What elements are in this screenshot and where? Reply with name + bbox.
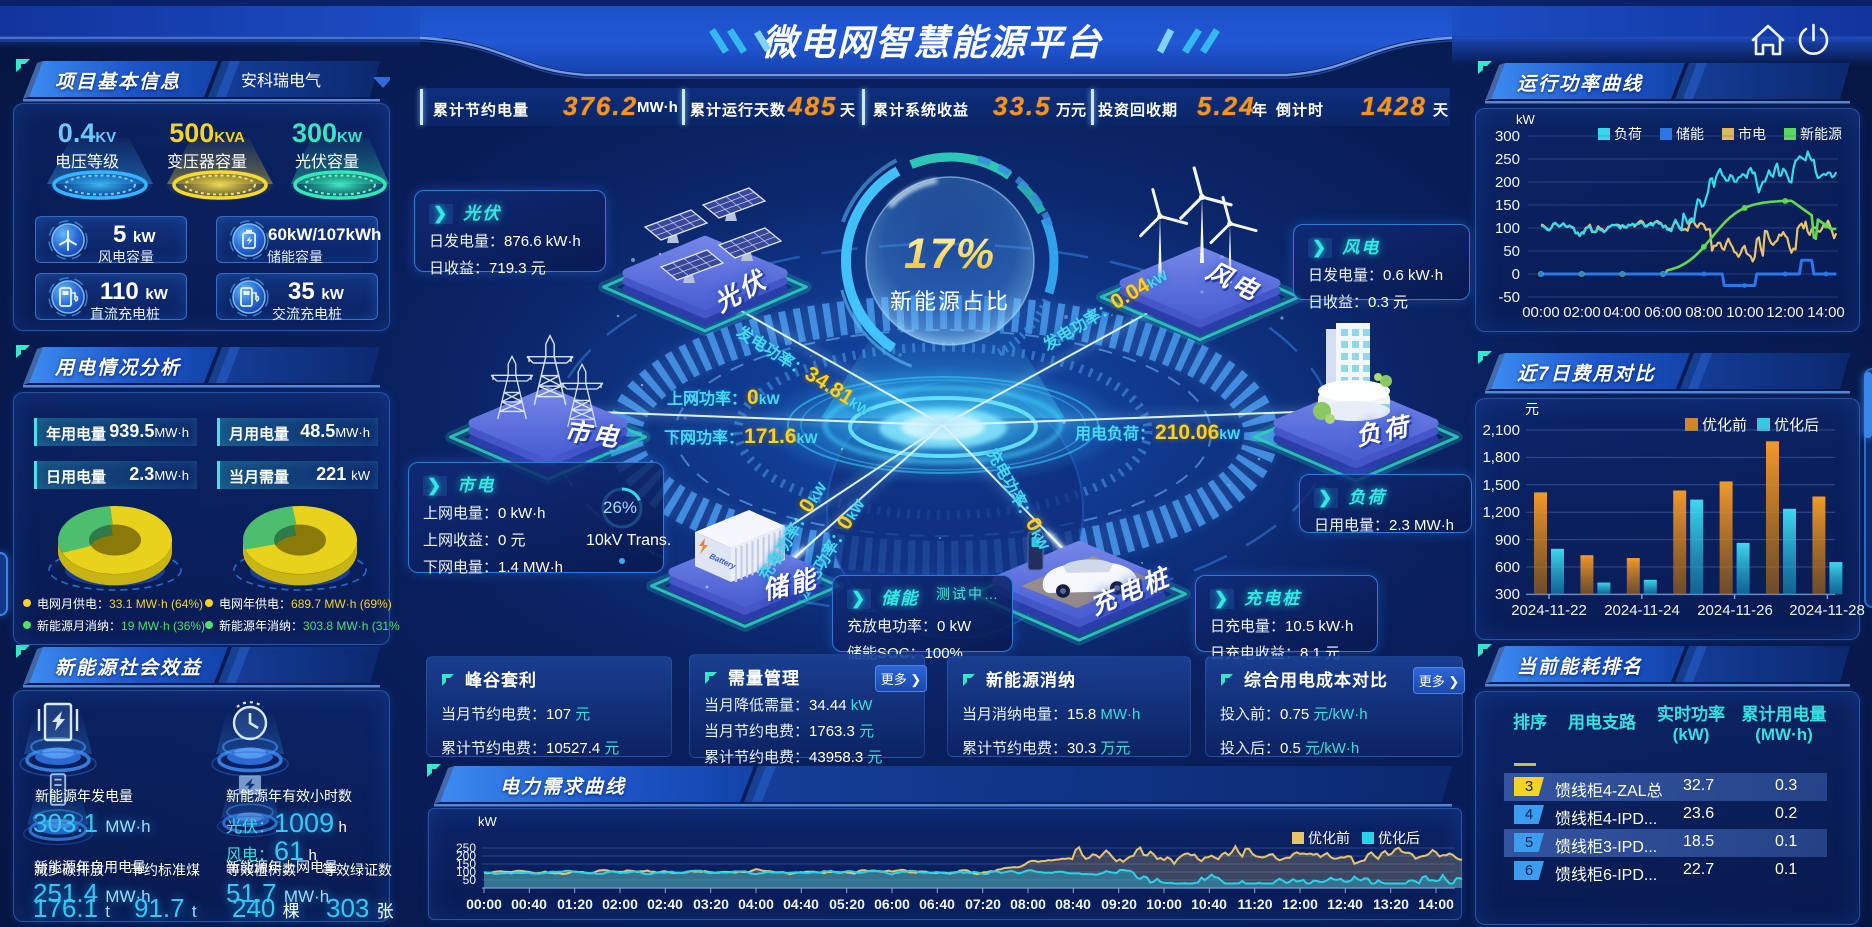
svg-text:50: 50 xyxy=(463,873,477,887)
svg-text:10:00: 10:00 xyxy=(1726,304,1764,321)
svg-text:02:40: 02:40 xyxy=(647,896,683,912)
svg-text:07:20: 07:20 xyxy=(965,896,1001,912)
svg-text:02:00: 02:00 xyxy=(1563,304,1601,321)
svg-text:12:00: 12:00 xyxy=(1766,304,1804,321)
svg-text:新能源: 新能源 xyxy=(1800,126,1842,142)
svg-text:150: 150 xyxy=(1495,197,1520,214)
svg-text:100: 100 xyxy=(456,865,476,879)
svg-text:2024-11-28: 2024-11-28 xyxy=(1789,602,1865,619)
svg-text:2024-11-26: 2024-11-26 xyxy=(1697,602,1773,619)
svg-text:200: 200 xyxy=(1495,174,1520,191)
svg-text:17%: 17% xyxy=(904,230,996,278)
svg-text:08:00: 08:00 xyxy=(1685,304,1723,321)
svg-text:11:20: 11:20 xyxy=(1237,896,1272,912)
svg-text:优化后: 优化后 xyxy=(1774,417,1819,434)
svg-text:08:40: 08:40 xyxy=(1055,896,1091,912)
svg-text:150: 150 xyxy=(456,857,476,871)
svg-text:50: 50 xyxy=(1503,243,1520,260)
svg-text:1,200: 1,200 xyxy=(1482,504,1520,521)
svg-text:00:00: 00:00 xyxy=(1522,304,1560,321)
svg-text:-50: -50 xyxy=(1498,289,1520,306)
svg-text:01:20: 01:20 xyxy=(557,896,593,912)
svg-text:元: 元 xyxy=(1525,402,1539,417)
svg-text:04:00: 04:00 xyxy=(1603,304,1641,321)
svg-text:2024-11-24: 2024-11-24 xyxy=(1604,602,1680,619)
svg-text:优化前: 优化前 xyxy=(1702,417,1747,434)
svg-text:100: 100 xyxy=(1495,220,1520,237)
svg-text:00:00: 00:00 xyxy=(466,896,502,912)
svg-text:02:00: 02:00 xyxy=(602,896,638,912)
svg-text:200: 200 xyxy=(456,849,476,863)
svg-text:600: 600 xyxy=(1495,559,1520,576)
svg-text:04:40: 04:40 xyxy=(783,896,819,912)
svg-text:负荷: 负荷 xyxy=(1614,126,1642,142)
svg-text:新能源占比: 新能源占比 xyxy=(890,289,1010,314)
svg-text:1,500: 1,500 xyxy=(1482,477,1520,494)
svg-text:2,100: 2,100 xyxy=(1482,422,1520,439)
svg-text:900: 900 xyxy=(1495,532,1520,549)
svg-text:2024-11-22: 2024-11-22 xyxy=(1511,602,1587,619)
svg-text:安科瑞电气: 安科瑞电气 xyxy=(241,72,321,90)
svg-text:09:20: 09:20 xyxy=(1101,896,1137,912)
svg-text:10:00: 10:00 xyxy=(1146,896,1182,912)
svg-text:05:20: 05:20 xyxy=(829,896,865,912)
svg-text:1,800: 1,800 xyxy=(1482,449,1520,466)
svg-text:00:40: 00:40 xyxy=(511,896,547,912)
svg-text:250: 250 xyxy=(1495,151,1520,168)
svg-text:市电: 市电 xyxy=(1738,126,1766,142)
svg-text:06:00: 06:00 xyxy=(1644,304,1682,321)
svg-text:优化后: 优化后 xyxy=(1378,830,1420,846)
svg-text:kW: kW xyxy=(1516,112,1536,127)
svg-text:10:40: 10:40 xyxy=(1191,896,1227,912)
svg-text:12:40: 12:40 xyxy=(1327,896,1363,912)
svg-text:储能: 储能 xyxy=(1676,126,1704,142)
svg-text:0: 0 xyxy=(1512,266,1520,283)
svg-text:06:00: 06:00 xyxy=(874,896,910,912)
svg-text:300: 300 xyxy=(1495,586,1520,603)
svg-text:14:00: 14:00 xyxy=(1418,896,1454,912)
svg-text:300: 300 xyxy=(1495,128,1520,145)
svg-text:14:00: 14:00 xyxy=(1807,304,1845,321)
svg-text:kW: kW xyxy=(478,814,498,829)
svg-text:250: 250 xyxy=(456,841,476,855)
svg-text:04:00: 04:00 xyxy=(738,896,774,912)
svg-text:06:40: 06:40 xyxy=(919,896,955,912)
svg-text:08:00: 08:00 xyxy=(1010,896,1046,912)
svg-text:03:20: 03:20 xyxy=(693,896,729,912)
svg-text:12:00: 12:00 xyxy=(1282,896,1318,912)
svg-text:优化前: 优化前 xyxy=(1308,830,1350,846)
svg-text:13:20: 13:20 xyxy=(1373,896,1409,912)
svg-text:微电网智慧能源平台: 微电网智慧能源平台 xyxy=(761,22,1103,63)
